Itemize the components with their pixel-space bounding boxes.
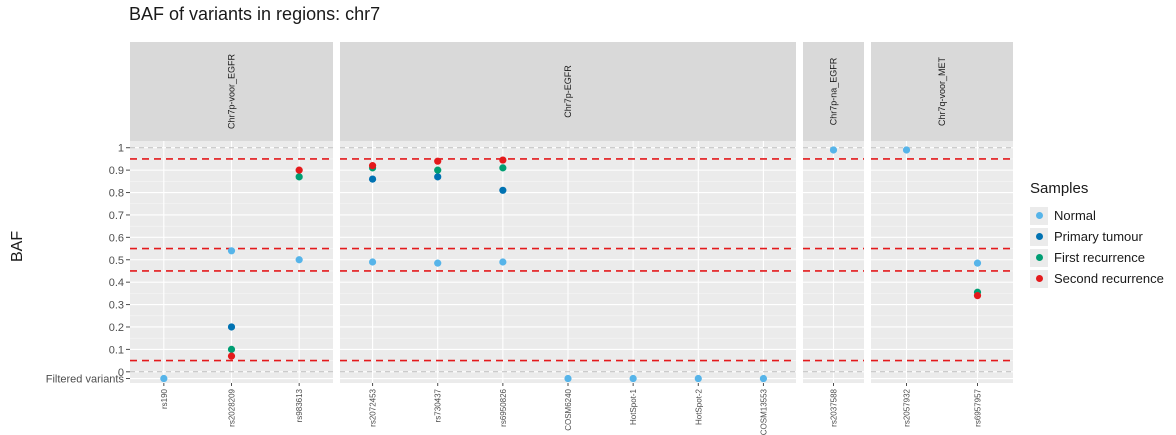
y-tick-label-filtered-variants: Filtered variants bbox=[46, 374, 125, 386]
facet-strip bbox=[130, 42, 333, 141]
point-normal-rs2072453 bbox=[368, 258, 377, 266]
x-tick-label-cosm13553: COSM13553 bbox=[759, 388, 768, 435]
x-tick-label-rs190: rs190 bbox=[160, 388, 169, 409]
point-normal-rs730437 bbox=[434, 259, 442, 267]
point-second-recurrence-rs2072453 bbox=[368, 162, 377, 170]
point-primary-tumour-rs2028209 bbox=[227, 323, 236, 331]
point-normal-rs2037588 bbox=[829, 146, 838, 154]
x-tick-label-rs2037588: rs2037588 bbox=[830, 388, 839, 426]
y-tick-label-0: 0 bbox=[118, 367, 124, 379]
facet-strip bbox=[871, 42, 1013, 141]
point-first-recurrence-rs6950826 bbox=[499, 164, 507, 172]
legend-item-second-recurrence: Second recurrence bbox=[1030, 268, 1164, 289]
y-tick-label-0-7: 0.7 bbox=[109, 210, 124, 222]
y-tick-label-0-9: 0.9 bbox=[109, 165, 124, 177]
legend-dot-normal bbox=[1035, 212, 1043, 219]
y-tick-label-0-3: 0.3 bbox=[109, 300, 124, 312]
point-second-recurrence-rs730437 bbox=[434, 157, 442, 165]
x-tick-label-rs6950826: rs6950826 bbox=[499, 388, 508, 426]
point-normal-rs2057932 bbox=[902, 146, 911, 154]
y-tick-label-0-4: 0.4 bbox=[109, 277, 124, 289]
point-first-recurrence-rs983613 bbox=[295, 173, 303, 181]
x-tick-label-rs6957957: rs6957957 bbox=[974, 388, 983, 426]
legend-dot-second-recurrence bbox=[1035, 275, 1043, 282]
x-tick-label-rs2028209: rs2028209 bbox=[228, 388, 237, 426]
point-normal-cosm13553 bbox=[759, 374, 768, 383]
point-second-recurrence-rs983613 bbox=[295, 166, 303, 174]
legend-item-first-recurrence: First recurrence bbox=[1030, 247, 1164, 268]
y-tick-label-0-1: 0.1 bbox=[109, 344, 124, 356]
y-tick-label-1: 1 bbox=[118, 143, 124, 155]
panel-background bbox=[871, 141, 1013, 383]
legend-label: First recurrence bbox=[1054, 250, 1146, 265]
facet-label-chr7p-voor-egfr: Chr7p-voor_EGFR bbox=[227, 53, 237, 129]
legend-label: Second recurrence bbox=[1054, 271, 1164, 286]
point-normal-rs190 bbox=[160, 374, 168, 383]
legend-label: Primary tumour bbox=[1054, 229, 1143, 244]
point-primary-tumour-rs6950826 bbox=[499, 186, 507, 194]
x-tick-label-rs730437: rs730437 bbox=[434, 388, 443, 422]
x-tick-label-rs2072453: rs2072453 bbox=[369, 388, 378, 426]
legend-key bbox=[1030, 248, 1048, 267]
point-normal-rs6950826 bbox=[499, 258, 507, 266]
point-normal-cosm6240 bbox=[564, 374, 572, 383]
x-tick-label-hotspot-1: HotSpot-1 bbox=[629, 388, 638, 425]
y-tick-label-0-5: 0.5 bbox=[109, 255, 124, 267]
point-normal-rs983613 bbox=[295, 256, 303, 264]
point-primary-tumour-rs2072453 bbox=[368, 175, 377, 183]
legend-key bbox=[1030, 206, 1048, 225]
x-tick-label-rs983613: rs983613 bbox=[295, 388, 304, 422]
legend-title: Samples bbox=[1030, 180, 1089, 197]
facet-label-chr7p-egfr: Chr7p-EGFR bbox=[563, 65, 573, 118]
x-tick-label-rs2057932: rs2057932 bbox=[903, 388, 912, 426]
point-second-recurrence-rs6950826 bbox=[499, 156, 507, 164]
x-tick-label-cosm6240: COSM6240 bbox=[564, 388, 573, 430]
legend-key bbox=[1030, 269, 1048, 288]
y-tick-label-0-2: 0.2 bbox=[109, 322, 124, 334]
point-normal-hotspot-2 bbox=[694, 374, 702, 383]
facet-strip bbox=[340, 42, 796, 141]
point-normal-hotspot-1 bbox=[629, 374, 637, 383]
facet-label-chr7q-voor-met: Chr7q-voor_MET bbox=[937, 56, 947, 126]
point-first-recurrence-rs730437 bbox=[434, 166, 442, 174]
legend-item-normal: Normal bbox=[1030, 205, 1164, 226]
legend-dot-first-recurrence bbox=[1035, 254, 1043, 261]
point-primary-tumour-rs730437 bbox=[434, 173, 442, 181]
facet-strip bbox=[803, 42, 864, 141]
chart-title: BAF of variants in regions: chr7 bbox=[129, 4, 381, 24]
point-normal-rs2028209 bbox=[227, 247, 236, 255]
legend: Samples Normal Primary tumour First recu… bbox=[1030, 180, 1164, 289]
point-second-recurrence-rs2028209 bbox=[227, 352, 236, 360]
point-first-recurrence-rs2028209 bbox=[227, 345, 236, 353]
legend-key bbox=[1030, 227, 1048, 246]
legend-dot-primary-tumour bbox=[1035, 233, 1043, 240]
legend-label: Normal bbox=[1054, 208, 1096, 223]
point-second-recurrence-rs6957957 bbox=[973, 292, 982, 300]
x-tick-label-hotspot-2: HotSpot-2 bbox=[694, 388, 703, 425]
point-normal-rs6957957 bbox=[973, 259, 982, 267]
facet-label-chr7p-na-egfr: Chr7p-na_EGFR bbox=[829, 57, 839, 125]
y-tick-label-0-6: 0.6 bbox=[109, 232, 124, 244]
legend-item-primary-tumour: Primary tumour bbox=[1030, 226, 1164, 247]
y-tick-label-0-8: 0.8 bbox=[109, 188, 124, 200]
